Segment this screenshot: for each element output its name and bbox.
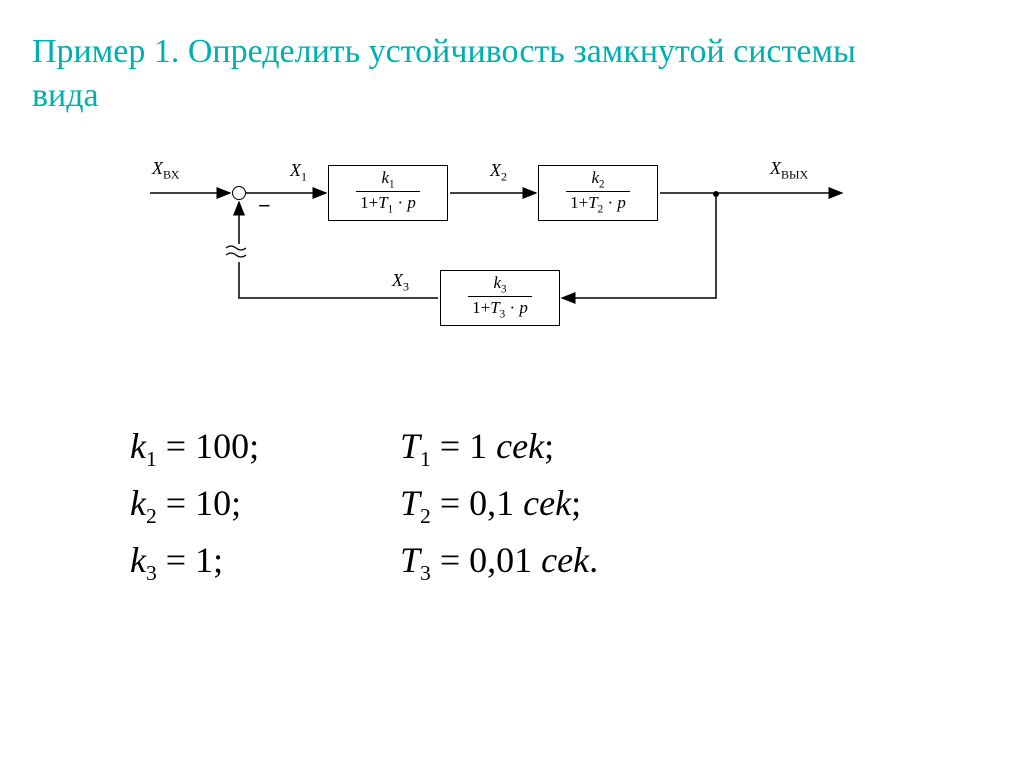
page-title: Пример 1. Определить устойчивость замкну… [32, 30, 1004, 118]
signal-label-x3: X3 [392, 270, 409, 295]
example-text: Определить устойчивость замкнутой систем… [188, 33, 856, 70]
feedback-node [713, 191, 719, 197]
signal-label-x2: X2 [490, 160, 507, 185]
param-row: k2 = 10;T2 = 0,1 cek; [130, 482, 598, 529]
param-row: k3 = 1;T3 = 0,01 cek. [130, 539, 598, 586]
transfer-block-b3: k31+T3 · p [440, 270, 560, 326]
signal-label-x1: X1 [290, 160, 307, 185]
transfer-block-b2: k21+T2 · p [538, 165, 658, 221]
minus-sign: − [258, 193, 271, 219]
signal-label-xout: XВЫХ [770, 158, 808, 183]
signal-label-xin: XВХ [152, 158, 179, 183]
param-row: k1 = 100;T1 = 1 cek; [130, 425, 598, 472]
example-text-line2: вида [32, 74, 1004, 118]
example-label: Пример 1. [32, 33, 179, 70]
block-diagram: − k11+T1 · p k21+T2 · p k31+T3 · p XВХ X1 X2… [130, 150, 890, 350]
summing-junction [232, 186, 246, 200]
transfer-block-b1: k11+T1 · p [328, 165, 448, 221]
parameters: k1 = 100;T1 = 1 cek; k2 = 10;T2 = 0,1 cek… [130, 425, 598, 597]
